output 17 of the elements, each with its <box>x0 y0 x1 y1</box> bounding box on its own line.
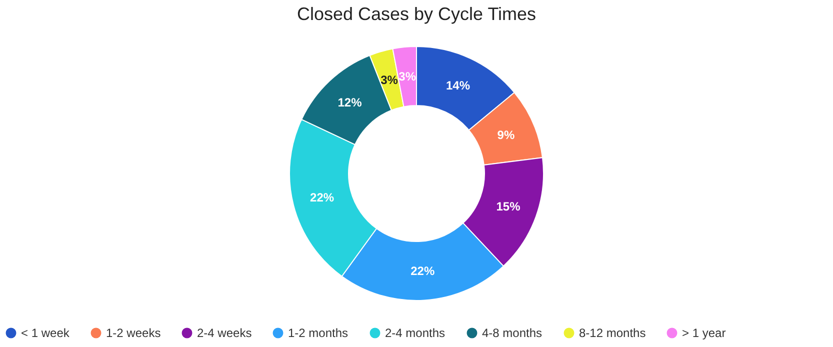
legend-label: 2-4 months <box>385 326 446 340</box>
legend-label: 1-2 months <box>288 326 348 340</box>
legend-label: > 1 year <box>682 326 726 340</box>
legend-label: 2-4 weeks <box>197 326 252 340</box>
data-label: 14% <box>446 78 470 92</box>
data-label: 3% <box>380 72 398 87</box>
legend-label: 8-12 months <box>579 326 646 340</box>
data-label: 3% <box>398 69 416 84</box>
legend-label: < 1 week <box>21 326 70 340</box>
legend-label: 1-2 weeks <box>106 326 161 340</box>
data-label: 12% <box>338 95 362 110</box>
chart-title: Closed Cases by Cycle Times <box>296 4 536 24</box>
data-label: 9% <box>497 128 515 142</box>
data-label: 15% <box>496 200 521 214</box>
data-label: 22% <box>310 190 334 205</box>
data-label: 22% <box>410 264 435 278</box>
legend-label: 4-8 months <box>482 326 542 340</box>
